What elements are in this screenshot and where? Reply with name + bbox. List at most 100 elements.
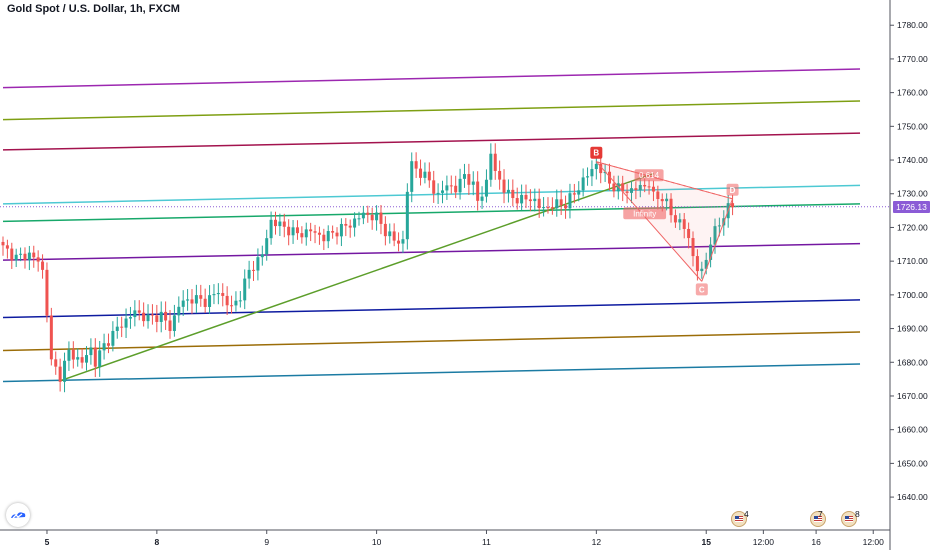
candle-body xyxy=(691,238,695,257)
economic-event-icon[interactable] xyxy=(810,511,826,527)
price-tick-label: 1770.00 xyxy=(897,54,928,64)
candle-body xyxy=(313,231,317,233)
price-tick-label: 1740.00 xyxy=(897,155,928,165)
candle-body xyxy=(405,191,409,240)
candle-body xyxy=(63,360,67,382)
candle-body xyxy=(225,295,229,306)
candle-body xyxy=(427,171,431,181)
candle-body xyxy=(498,170,502,180)
candle-body xyxy=(383,223,387,237)
candle-body xyxy=(142,312,146,322)
last-price-tag: 1726.13 xyxy=(893,200,930,213)
candle-body xyxy=(71,349,75,360)
economic-event-icon[interactable] xyxy=(731,511,747,527)
candle-body xyxy=(265,238,269,255)
candle-body xyxy=(317,232,321,235)
price-tick-label: 1710.00 xyxy=(897,256,928,266)
candle-body xyxy=(146,314,150,322)
candle-body xyxy=(98,350,102,367)
time-tick-label: 11 xyxy=(482,537,491,547)
economic-event-icon[interactable] xyxy=(841,511,857,527)
candle-body xyxy=(537,198,541,208)
candle-body xyxy=(511,189,515,199)
candle-body xyxy=(599,163,603,174)
pattern-fill xyxy=(596,161,733,282)
time-tick-label: 10 xyxy=(372,537,382,547)
trend-line xyxy=(2,184,861,205)
trend-lines xyxy=(2,68,861,383)
candle-body xyxy=(150,314,154,316)
candle-body xyxy=(181,300,185,307)
candle-body xyxy=(665,198,669,202)
candle-body xyxy=(379,212,383,224)
candle-body xyxy=(168,320,172,332)
candle-body xyxy=(159,311,163,322)
candle-body xyxy=(546,207,550,209)
candle-body xyxy=(366,212,370,215)
candle-body xyxy=(678,219,682,223)
candle-body xyxy=(445,185,449,191)
candle-body xyxy=(335,232,339,237)
price-tick-label: 1760.00 xyxy=(897,88,928,98)
candle-body xyxy=(687,228,691,239)
candle-body xyxy=(243,278,247,301)
price-axis[interactable]: 1640.00 1650.00 1660.00 1670.00 1680.00 1690.… xyxy=(889,0,928,550)
candle-body xyxy=(476,181,480,201)
candle-body xyxy=(634,188,638,191)
candle-body xyxy=(93,347,97,367)
time-axis[interactable]: 5 8 9 10 11 12 15 12:00 16 12:00 xyxy=(0,529,890,547)
candle-body xyxy=(199,295,203,299)
pattern-point-label: C xyxy=(699,285,705,294)
candle-body xyxy=(216,293,220,295)
pattern-point-badge xyxy=(590,146,603,159)
candle-body xyxy=(203,298,207,307)
candle-body xyxy=(528,199,532,202)
candle-body xyxy=(190,299,194,304)
candle-body xyxy=(155,315,159,322)
price-tick-label: 1660.00 xyxy=(897,425,928,435)
price-tick-label: 1650.00 xyxy=(897,458,928,468)
candle-body xyxy=(520,194,524,204)
candle-body xyxy=(484,179,488,197)
price-tick-label: 1700.00 xyxy=(897,290,928,300)
candle-body xyxy=(568,193,572,209)
candle-body xyxy=(54,359,58,367)
pattern-leg xyxy=(701,198,734,282)
candle-body xyxy=(397,240,401,244)
candle-body xyxy=(454,185,458,193)
candle-body xyxy=(23,253,27,261)
time-tick-label: 9 xyxy=(264,537,269,547)
candle-body xyxy=(247,269,251,279)
candle-body xyxy=(564,205,568,209)
pattern-point-label: B xyxy=(593,149,599,158)
pattern-ratio-badge xyxy=(623,207,667,220)
candle-body xyxy=(85,355,89,363)
tradingview-logo-icon[interactable] xyxy=(6,503,30,527)
price-tick-label: 1720.00 xyxy=(897,222,928,232)
trend-line xyxy=(2,363,861,383)
candle-body xyxy=(102,343,106,351)
candle-body xyxy=(594,163,598,170)
candle-body xyxy=(32,252,36,258)
candle-body xyxy=(717,225,721,227)
candle-body xyxy=(647,186,651,188)
candle-body xyxy=(164,311,168,321)
candle-body xyxy=(234,300,238,306)
time-tick-label: 12:00 xyxy=(863,537,885,547)
event-count: 8 xyxy=(855,509,860,519)
price-tick-label: 1680.00 xyxy=(897,357,928,367)
event-count: 7 xyxy=(818,509,823,519)
candle-body xyxy=(5,245,9,249)
candle-body xyxy=(375,212,379,221)
time-tick-label: 16 xyxy=(811,537,821,547)
trend-line xyxy=(59,172,654,382)
candle-body xyxy=(388,231,392,237)
candles xyxy=(1,143,735,393)
candle-body xyxy=(471,181,475,185)
event-count: 4 xyxy=(744,509,749,519)
candle-body xyxy=(467,174,471,185)
candle-body xyxy=(58,366,62,382)
candle-body xyxy=(524,194,528,200)
price-tick-label: 1690.00 xyxy=(897,324,928,334)
